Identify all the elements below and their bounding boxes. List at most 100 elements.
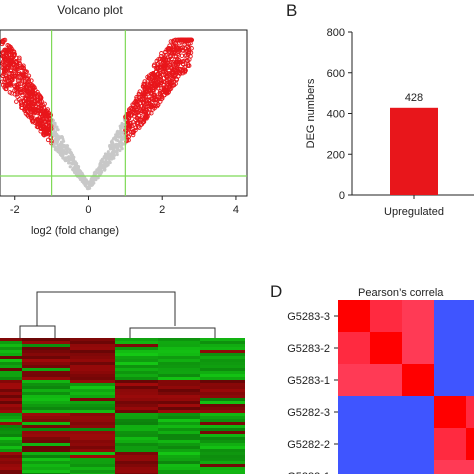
- volcano-point-significant: [182, 42, 187, 47]
- volcano-point: [54, 148, 58, 152]
- volcano-point-significant: [127, 124, 133, 130]
- heatmap-cell: [0, 428, 22, 431]
- volcano-point-significant: [43, 109, 48, 114]
- cluster-heatmap: [0, 291, 245, 474]
- heatmap-cell: [22, 449, 70, 452]
- correlation-cell: [466, 396, 474, 428]
- volcano-point-significant: [17, 57, 22, 62]
- heatmap-cell: [200, 368, 245, 371]
- heatmap-cell: [0, 425, 22, 428]
- heatmap-cell: [70, 377, 115, 380]
- volcano-point-significant: [44, 125, 49, 131]
- heatmap-cell: [200, 353, 245, 356]
- correlation-heatmap: G5283-3 G5283-2 G5283-1 G5282-3 G5282-2 G5282…: [287, 300, 474, 474]
- heatmap-cell: [158, 368, 200, 371]
- volcano-point-significant: [9, 70, 15, 76]
- heatmap-cell: [200, 347, 245, 350]
- volcano-point: [63, 150, 67, 154]
- volcano-point-significant: [148, 81, 153, 87]
- volcano-point-significant: [173, 73, 178, 78]
- volcano-point-significant: [168, 53, 173, 59]
- heatmap-cell: [158, 428, 200, 431]
- heatmap-cell: [200, 446, 245, 449]
- heatmap-cell: [200, 422, 245, 425]
- heatmap-cell: [115, 404, 158, 407]
- volcano-point: [120, 121, 124, 125]
- volcano-point-significant: [21, 63, 26, 68]
- volcano-point-significant: [151, 63, 157, 69]
- volcano-point-significant: [18, 81, 23, 87]
- volcano-point: [110, 157, 113, 161]
- heatmap-cell: [0, 338, 22, 341]
- heatmap-cell: [22, 368, 70, 371]
- correlation-row-label: G5282-1: [287, 471, 330, 474]
- correlation-cell: [370, 364, 402, 396]
- volcano-point-significant: [12, 52, 17, 57]
- heatmap-cell: [115, 341, 158, 344]
- heatmap-cell: [158, 407, 200, 410]
- heatmap-cell: [200, 470, 245, 473]
- heatmap-cell: [115, 356, 158, 359]
- heatmap-cell: [70, 422, 115, 425]
- volcano-point-significant: [1, 38, 7, 43]
- correlation-cell: [434, 428, 466, 460]
- volcano-point: [61, 152, 65, 156]
- heatmap-cell: [0, 392, 22, 395]
- heatmap-cell: [70, 458, 115, 461]
- heatmap-cell: [158, 470, 200, 473]
- heatmap-cell: [70, 368, 115, 371]
- heatmap-cell: [22, 356, 70, 359]
- heatmap-cell: [115, 386, 158, 389]
- volcano-point-significant: [22, 68, 28, 74]
- heatmap-cell: [0, 407, 22, 410]
- heatmap-cell: [115, 413, 158, 416]
- volcano-point: [104, 155, 108, 159]
- volcano-point: [56, 144, 60, 148]
- volcano-point-significant: [174, 66, 179, 71]
- volcano-point-significant: [151, 89, 156, 94]
- correlation-cell: [338, 428, 370, 460]
- volcano-point-significant: [28, 105, 33, 111]
- heatmap-cell: [0, 401, 22, 404]
- heatmap-cell: [115, 401, 158, 404]
- volcano-point-significant: [24, 80, 30, 86]
- heatmap-cell: [0, 416, 22, 419]
- volcano-point-significant: [8, 76, 14, 81]
- bar-upregulated: [390, 107, 438, 195]
- volcano-point-significant: [30, 85, 35, 91]
- volcano-point-significant: [41, 132, 47, 138]
- heatmap-cell: [200, 431, 245, 434]
- volcano-point: [63, 159, 67, 163]
- correlation-cell: [338, 300, 370, 332]
- heatmap-cell: [200, 437, 245, 440]
- heatmap-cell: [22, 383, 70, 386]
- heatmap-cell: [115, 437, 158, 440]
- volcano-point: [119, 138, 123, 142]
- volcano-point: [55, 140, 59, 144]
- volcano-point: [72, 162, 76, 166]
- heatmap-cell: [115, 374, 158, 377]
- volcano-point: [103, 162, 107, 166]
- heatmap-cell: [158, 425, 200, 428]
- volcano-point-significant: [176, 57, 182, 63]
- heatmap-cell: [158, 467, 200, 470]
- heatmap-cell: [22, 374, 70, 377]
- heatmap-cell: [158, 416, 200, 419]
- volcano-point: [117, 142, 121, 146]
- heatmap-cell: [200, 389, 245, 392]
- volcano-point: [81, 176, 85, 180]
- volcano-point-significant: [14, 92, 20, 97]
- heatmap-cell: [115, 407, 158, 410]
- heatmap-cell: [200, 458, 245, 461]
- heatmap-cell: [70, 365, 115, 368]
- volcano-point-significant: [36, 122, 41, 127]
- volcano-point-significant: [158, 56, 163, 62]
- correlation-row-label: G5282-3: [287, 407, 330, 419]
- correlation-cell: [370, 396, 402, 428]
- heatmap-cell: [22, 362, 70, 365]
- correlation-cell: [402, 396, 434, 428]
- heatmap-cell: [70, 446, 115, 449]
- volcano-point: [113, 135, 117, 139]
- heatmap-cell: [70, 449, 115, 452]
- volcano-point-significant: [8, 81, 14, 87]
